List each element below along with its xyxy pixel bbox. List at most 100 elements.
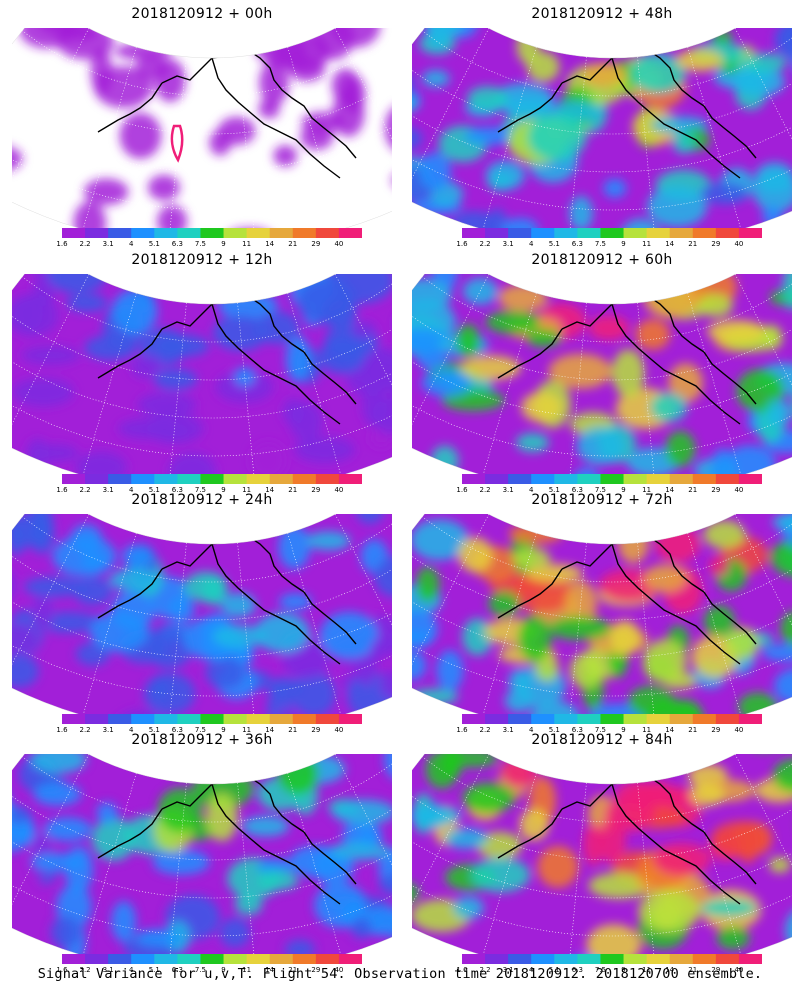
colorbar-tick-label: 21 — [288, 966, 298, 974]
colorbar-swatch — [223, 954, 248, 964]
colorbar-tick-label: 11 — [242, 726, 252, 734]
colorbar-labels: 1.6 2.2 3.1 4 5.1 6.3 7.5 9 11 14 21 29 40 — [456, 240, 762, 250]
colorbar-tick-label: 2.2 — [479, 486, 491, 494]
colorbar-swatch — [646, 954, 671, 964]
colorbar-tick-label: 40 — [734, 240, 744, 248]
colorbar-swatch — [338, 228, 362, 238]
colorbar-tick-label: 14 — [665, 240, 675, 248]
colorbar-tick-label: 5.1 — [548, 240, 560, 248]
latitude-line — [12, 306, 392, 381]
panel-title: 2018120912 + 72h — [531, 492, 673, 508]
colorbar-swatch — [154, 228, 178, 238]
colorbar-tick-label: 40 — [334, 486, 344, 494]
colorbar-tick-label: 3.1 — [102, 726, 114, 734]
latitude-line — [22, 516, 392, 583]
latitude-line — [412, 546, 792, 621]
colorbar-tick-label: 29 — [711, 966, 721, 974]
colorbar-tick-label: 40 — [734, 726, 744, 734]
colorbar-swatch — [462, 228, 486, 238]
colorbar-swatch — [62, 714, 86, 724]
colorbar-tick-label: 5.1 — [548, 726, 560, 734]
colorbar-swatch — [554, 474, 578, 484]
colorbar-swatch — [223, 228, 248, 238]
latitude-line — [412, 846, 792, 937]
colorbar-tick-label: 29 — [311, 240, 321, 248]
colorbar-tick-label: 9 — [221, 240, 226, 248]
colorbar-swatch — [485, 474, 509, 484]
colorbar-tick-label: 14 — [665, 966, 675, 974]
colorbar-swatch — [315, 954, 340, 964]
latitude-line — [412, 786, 792, 861]
colorbar-swatch — [715, 228, 740, 238]
colorbar-swatch — [623, 228, 648, 238]
colorbar-tick-label: 40 — [334, 966, 344, 974]
colorbar-swatch — [177, 714, 201, 724]
colorbar-tick-label: 2.2 — [79, 726, 91, 734]
panel-title: 2018120912 + 12h — [131, 252, 273, 268]
colorbar-tick-label: 7.5 — [594, 726, 607, 734]
colorbar-swatch — [177, 954, 201, 964]
colorbar-swatch — [623, 714, 648, 724]
colorbar-swatch — [669, 714, 694, 724]
colorbar-swatch — [623, 474, 648, 484]
map-panel: 2018120912 + 12h 1.6 2.2 3.1 4 5.1 6.3 7.5 9 11 14… — [12, 250, 392, 496]
colorbar-tick-label: 40 — [734, 966, 744, 974]
colorbar-tick-label: 3.1 — [102, 486, 114, 494]
colorbar-labels: 1.6 2.2 3.1 4 5.1 6.3 7.5 9 11 14 21 29 40 — [56, 726, 362, 736]
colorbar-tick-label: 11 — [642, 486, 652, 494]
colorbar-swatch — [577, 228, 601, 238]
latitude-line — [22, 276, 392, 343]
variance-map — [412, 28, 792, 228]
colorbar-tick-label: 9 — [221, 966, 226, 974]
colorbar — [462, 228, 762, 238]
colorbar-tick-label: 6.3 — [171, 240, 183, 248]
latitude-line — [412, 606, 792, 697]
colorbar-tick-label: 7.5 — [194, 726, 207, 734]
colorbar-swatch — [692, 954, 717, 964]
colorbar-tick-label: 11 — [642, 966, 652, 974]
colorbar-swatch — [508, 954, 532, 964]
colorbar-tick-label: 21 — [688, 240, 698, 248]
latitude-line — [412, 120, 792, 211]
colorbar-swatch — [577, 954, 601, 964]
colorbar-tick-label: 29 — [711, 726, 721, 734]
colorbar-tick-label: 9 — [621, 966, 626, 974]
latitude-line — [412, 366, 792, 457]
colorbar-tick-label: 6.3 — [171, 966, 183, 974]
colorbar-swatch — [269, 954, 294, 964]
colorbar-tick-label: 14 — [665, 726, 675, 734]
colorbar — [462, 714, 762, 724]
colorbar-tick-label: 4 — [528, 240, 534, 248]
colorbar-swatch — [177, 474, 201, 484]
colorbar-swatch — [692, 228, 717, 238]
colorbar-swatch — [600, 714, 625, 724]
coastline — [97, 771, 357, 905]
colorbar-swatch — [62, 474, 86, 484]
colorbar-tick-label: 1.6 — [456, 486, 468, 494]
colorbar-tick-label: 9 — [621, 240, 626, 248]
latitude-line — [422, 756, 792, 823]
colorbar-swatch — [85, 474, 109, 484]
colorbar-tick-label: 21 — [688, 726, 698, 734]
colorbar-swatch — [462, 954, 486, 964]
colorbar-swatch — [485, 954, 509, 964]
colorbar-tick-label: 6.3 — [571, 726, 583, 734]
colorbar-swatch — [508, 474, 532, 484]
colorbar-swatch — [692, 474, 717, 484]
colorbar-swatch — [577, 474, 601, 484]
colorbar — [62, 228, 362, 238]
colorbar-swatch — [315, 228, 340, 238]
colorbar-swatch — [131, 954, 155, 964]
colorbar-swatch — [223, 474, 248, 484]
colorbar-swatch — [62, 954, 86, 964]
colorbar-tick-label: 7.5 — [594, 240, 607, 248]
colorbar-tick-label: 21 — [688, 486, 698, 494]
colorbar-swatch — [292, 474, 317, 484]
latitude-line — [12, 120, 392, 211]
map-boundary — [12, 274, 392, 474]
coastline — [497, 531, 757, 665]
colorbar — [62, 714, 362, 724]
map-boundary — [412, 274, 792, 474]
colorbar-tick-label: 40 — [334, 240, 344, 248]
colorbar-swatch — [462, 474, 486, 484]
